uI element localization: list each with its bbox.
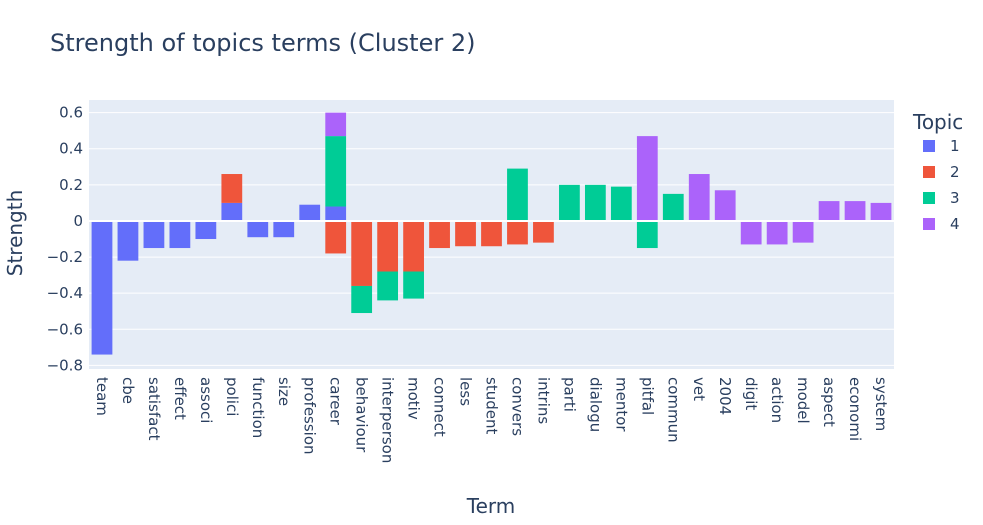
y-tick-label: 0.2 [59, 176, 83, 194]
bar-topic-4 [714, 190, 736, 221]
y-tick-label: 0.6 [59, 104, 83, 122]
legend-title: Topic [912, 110, 963, 134]
x-tick-label: connect [431, 377, 449, 437]
x-tick-label: 2004 [716, 377, 734, 415]
bar-topic-4 [792, 220, 814, 243]
bar-topic-3 [403, 271, 424, 299]
bar-topic-2 [403, 220, 424, 272]
x-tick-label: polici [223, 377, 241, 416]
bar-topic-3 [351, 285, 373, 314]
x-axis-ticks: team cbe satisfact effect associ polici functi… [93, 377, 890, 463]
x-tick-label: economi [846, 377, 864, 441]
x-tick-label: effect [171, 377, 189, 420]
bar-topic-1 [169, 220, 191, 249]
x-tick-label: student [483, 377, 501, 434]
bar-topic-4 [636, 136, 658, 221]
y-tick-label: −0.4 [47, 284, 83, 302]
bar-topic-3 [584, 184, 606, 221]
x-tick-label: behaviour [353, 377, 371, 453]
bar-topic-2 [325, 220, 347, 254]
bar-topic-4 [844, 201, 866, 221]
x-tick-label: commun [664, 377, 682, 443]
y-tick-label: −0.6 [47, 320, 83, 338]
bar-topic-1 [325, 206, 347, 221]
x-tick-label: system [872, 377, 890, 431]
bar-topic-2 [533, 220, 554, 243]
bar-topic-2 [221, 174, 243, 203]
bar-topic-2 [351, 220, 373, 286]
chart-title: Strength of topics terms (Cluster 2) [50, 29, 475, 57]
bar-topic-3 [377, 271, 399, 301]
x-tick-label: satisfact [145, 377, 163, 441]
bar-topic-4 [818, 201, 840, 221]
x-tick-label: action [768, 377, 786, 423]
bar-topic-2 [455, 220, 476, 247]
legend-label: 3 [950, 189, 960, 207]
bar-topic-1 [221, 202, 243, 221]
y-tick-label: −0.2 [47, 248, 83, 266]
bar-topic-1 [299, 204, 321, 221]
x-tick-label: aspect [820, 377, 838, 427]
x-tick-label: associ [197, 377, 215, 423]
bar-topic-3 [662, 193, 684, 221]
legend-swatch [923, 192, 935, 204]
x-tick-label: function [249, 377, 267, 438]
bar-topic-4 [870, 202, 892, 221]
y-tick-label: −0.8 [47, 356, 83, 374]
bar-topic-1 [91, 220, 113, 355]
x-tick-label: convers [508, 377, 526, 436]
x-tick-label: mentor [612, 377, 630, 432]
legend-swatch [923, 166, 935, 178]
x-tick-label: digit [742, 377, 760, 410]
y-tick-label: 0 [73, 212, 83, 230]
bar-topic-4 [325, 112, 347, 137]
x-tick-label: career [327, 377, 345, 426]
bar-topic-2 [377, 220, 399, 272]
bar-topic-2 [429, 220, 450, 249]
x-tick-label: interperson [379, 377, 397, 463]
bar-topic-3 [610, 186, 632, 221]
bar-topic-1 [117, 220, 139, 261]
bar-topic-2 [507, 220, 528, 245]
x-tick-label: intrins [534, 377, 552, 424]
bar-topic-4 [688, 174, 710, 221]
bar-topic-2 [481, 220, 502, 247]
legend-swatch [923, 140, 935, 152]
legend-label: 1 [950, 137, 960, 155]
bar-topic-3 [559, 184, 580, 221]
x-tick-label: model [794, 377, 812, 424]
legend-label: 4 [950, 215, 960, 233]
legend-swatch [923, 218, 935, 230]
x-tick-label: vet [690, 377, 708, 401]
x-tick-label: parti [560, 377, 578, 412]
x-tick-label: motiv [405, 377, 423, 420]
x-tick-label: pitfal [638, 377, 656, 415]
y-axis-title: Strength [3, 190, 27, 277]
x-tick-label: size [275, 377, 293, 406]
bar-topic-3 [636, 220, 658, 249]
x-tick-label: dialogu [586, 377, 604, 432]
bars [91, 112, 892, 355]
x-tick-label: team [93, 377, 111, 416]
x-tick-label: profession [301, 377, 319, 455]
bar-topic-4 [766, 220, 788, 245]
bar-topic-1 [247, 220, 269, 238]
legend-label: 2 [950, 163, 960, 181]
y-axis-ticks: 0.6 0.4 0.2 0 −0.2 −0.4 −0.6 −0.8 [47, 104, 83, 375]
x-tick-label: less [457, 377, 475, 406]
bar-topic-3 [507, 168, 528, 221]
bar-topic-4 [740, 220, 762, 245]
bar-topic-1 [143, 220, 165, 249]
legend: Topic 1 2 3 4 [912, 110, 963, 233]
x-axis-title: Term [466, 494, 515, 518]
bar-topic-1 [195, 220, 217, 240]
y-tick-label: 0.4 [59, 140, 83, 158]
bar-topic-1 [273, 220, 295, 238]
bar-topic-3 [325, 136, 347, 207]
x-tick-label: cbe [119, 377, 137, 404]
